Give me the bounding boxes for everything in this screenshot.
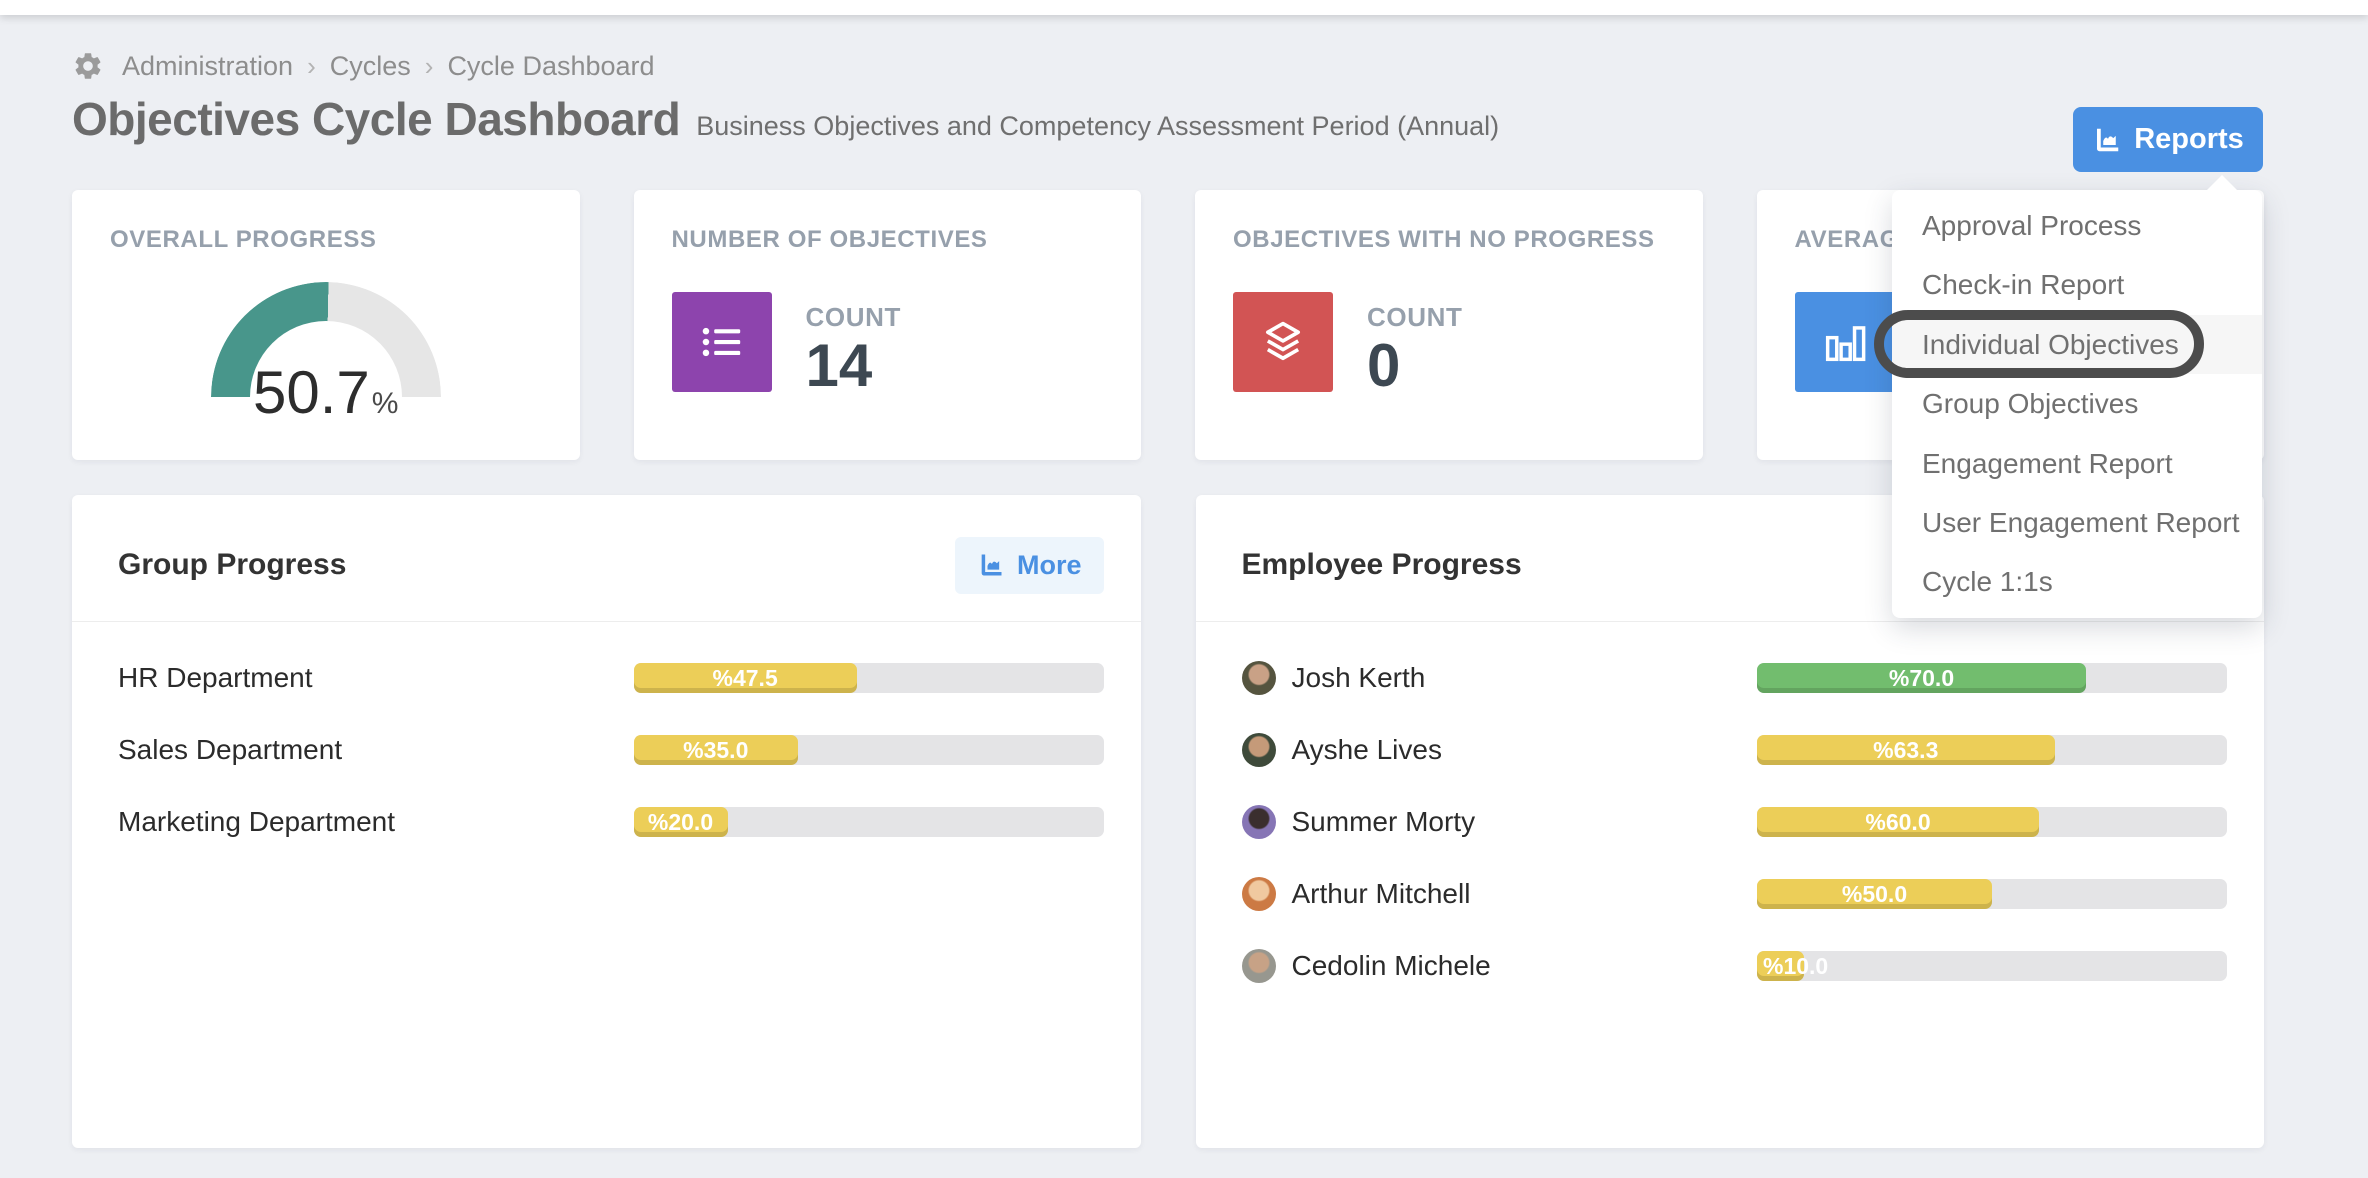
count-label: COUNT: [1367, 302, 1463, 332]
dropdown-caret: [2206, 175, 2238, 191]
progress-value: %63.3: [1873, 737, 1939, 763]
group-name: HR Department: [118, 662, 313, 693]
count-value: 0: [1367, 332, 1401, 399]
stat-card-overall-progress: OVERALL PROGRESS 50.7 %: [72, 190, 580, 460]
menu-item-group-objectives[interactable]: Group Objectives: [1922, 388, 2139, 420]
group-progress-row: Sales Department %35.0: [72, 714, 1141, 786]
menu-item-user-engagement-report[interactable]: User Engagement Report: [1922, 506, 2240, 538]
menu-item-engagement-report[interactable]: Engagement Report: [1922, 447, 2173, 479]
progress-value: %47.5: [712, 665, 778, 691]
employee-progress-title: Employee Progress: [1241, 548, 1522, 581]
stat-card-title: OVERALL PROGRESS: [110, 226, 377, 253]
overall-progress-gauge: 50.7 %: [210, 282, 441, 426]
stat-card-title: NUMBER OF OBJECTIVES: [671, 226, 988, 253]
employee-name: Ayshe Lives: [1291, 734, 1442, 765]
progress-bar: %63.3: [1757, 735, 2227, 765]
progress-bar: %50.0: [1757, 879, 2227, 909]
employee-progress-row: Arthur Mitchell %50.0: [1196, 858, 2265, 930]
menu-item-check-in-report[interactable]: Check-in Report: [1922, 269, 2125, 301]
divider: [1195, 621, 2264, 622]
page-header: Objectives Cycle Dashboard Business Obje…: [72, 92, 1499, 146]
employee-progress-row: Josh Kerth %70.0: [1196, 642, 2265, 714]
menu-item-cycle-1-1s[interactable]: Cycle 1:1s: [1922, 566, 2053, 598]
reports-button[interactable]: Reports: [2073, 107, 2263, 172]
progress-value: %20.0: [647, 809, 714, 835]
avatar: [1241, 805, 1276, 839]
avatar: [1241, 949, 1276, 983]
gear-icon: [75, 53, 101, 79]
progress-bar: %10.0: [1757, 951, 2227, 981]
group-progress-row: Marketing Department %20.0: [72, 786, 1141, 858]
progress-bar: %47.5: [633, 663, 1104, 693]
breadcrumb-item-cycles[interactable]: Cycles: [329, 50, 411, 81]
app-top-bar: [0, 0, 2368, 15]
breadcrumb-separator: ›: [424, 50, 434, 81]
breadcrumb-separator: ›: [307, 50, 316, 81]
breadcrumb-item-cycle-dashboard[interactable]: Cycle Dashboard: [447, 50, 655, 81]
page-title: Objectives Cycle Dashboard: [72, 93, 681, 145]
progress-value: %10.0: [1763, 953, 1829, 979]
menu-item-individual-objectives[interactable]: Individual Objectives: [1892, 314, 2262, 375]
stats-row: OVERALL PROGRESS 50.7 % NUMBER OF OBJECT…: [72, 190, 2264, 460]
progress-bar: %60.0: [1757, 807, 2227, 837]
area-chart-icon: [981, 554, 1002, 576]
avatar: [1241, 733, 1276, 767]
progress-bar: %20.0: [633, 807, 1104, 837]
panels-row: Group Progress More HR Department %47.5 …: [72, 495, 2264, 1148]
progress-value: %70.0: [1888, 665, 1955, 691]
page-subtitle: Business Objectives and Competency Asses…: [696, 111, 1500, 141]
stat-card-number-of-objectives: NUMBER OF OBJECTIVES COUNT 14: [633, 190, 1141, 460]
progress-bar: %35.0: [633, 735, 1104, 765]
stat-card-title: OBJECTIVES WITH NO PROGRESS: [1233, 226, 1655, 253]
area-chart-icon: [2097, 128, 2119, 151]
employee-progress-row: Ayshe Lives %63.3: [1196, 714, 2265, 786]
stat-card-objectives-no-progress: OBJECTIVES WITH NO PROGRESS COUNT 0: [1195, 190, 1703, 460]
divider: [72, 621, 1141, 622]
count-label: COUNT: [805, 302, 901, 332]
progress-value: %60.0: [1865, 809, 1931, 835]
menu-item-approval-process[interactable]: Approval Process: [1922, 210, 2142, 241]
group-progress-panel: Group Progress More HR Department %47.5 …: [72, 495, 1141, 1148]
bar-chart-icon: [1794, 292, 1895, 392]
list-icon: [671, 292, 772, 392]
breadcrumb: Administration › Cycles › Cycle Dashboar…: [72, 50, 655, 82]
group-name: Sales Department: [118, 734, 343, 765]
progress-value: %50.0: [1841, 881, 1908, 907]
employee-name: Summer Morty: [1291, 806, 1476, 837]
employee-name: Arthur Mitchell: [1291, 878, 1471, 909]
layers-icon: [1233, 292, 1333, 392]
progress-bar: %70.0: [1757, 663, 2227, 693]
employee-progress-panel: Employee Progress Josh Kerth %70.0 Ayshe…: [1195, 495, 2265, 1148]
employee-progress-row: Summer Morty %60.0: [1196, 786, 2265, 858]
group-progress-title: Group Progress: [118, 548, 347, 581]
progress-value: %35.0: [683, 737, 749, 763]
group-progress-row: HR Department %47.5: [72, 642, 1141, 714]
employee-name: Josh Kerth: [1291, 662, 1426, 693]
gauge-value: 50.7 %: [253, 359, 399, 426]
avatar: [1241, 661, 1276, 695]
group-name: Marketing Department: [118, 806, 396, 837]
avatar: [1241, 877, 1276, 911]
count-value: 14: [805, 332, 873, 399]
breadcrumb-item-administration[interactable]: Administration: [122, 50, 294, 81]
reports-dropdown-menu: Approval Process Check-in Report Individ…: [1892, 175, 2262, 618]
employee-name: Cedolin Michele: [1291, 950, 1491, 981]
employee-progress-row: Cedolin Michele %10.0: [1196, 930, 2265, 1002]
group-progress-more-button[interactable]: More: [954, 536, 1104, 594]
